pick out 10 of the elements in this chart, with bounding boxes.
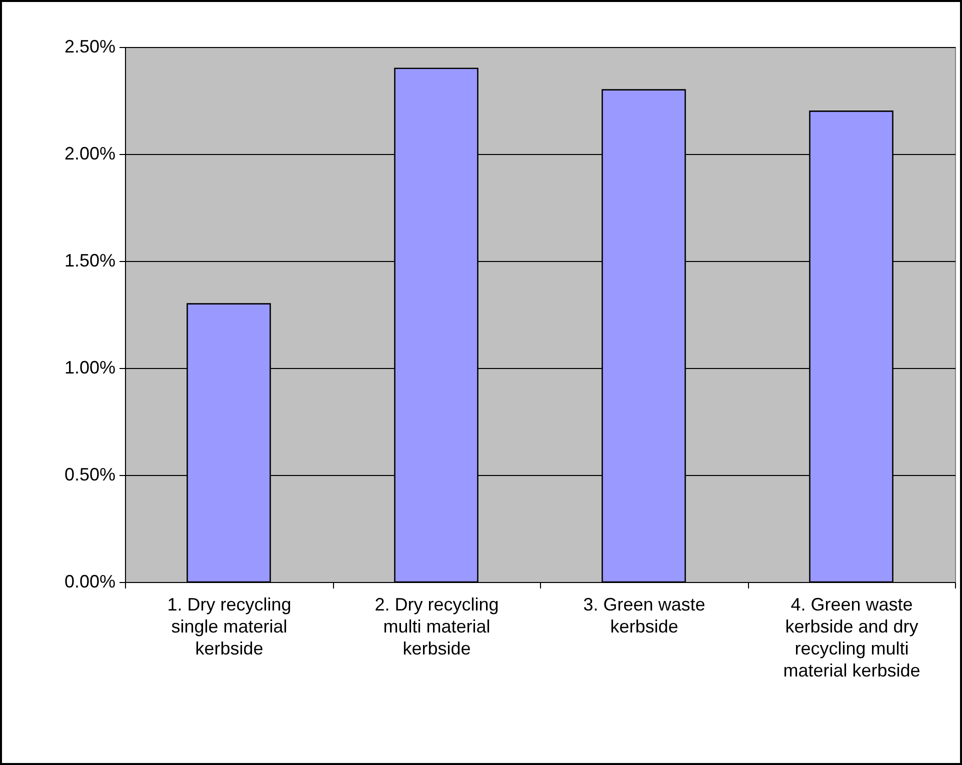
x-tick-label: 2. Dry recycling multi material kerbside [374, 594, 499, 658]
y-tick-label: 1.50% [64, 250, 116, 270]
y-tick-label: 1.00% [64, 358, 116, 378]
y-tick-label: 2.50% [64, 36, 116, 56]
x-tick-label: 3. Green waste kerbside [583, 594, 706, 636]
y-tick-label: 0.50% [64, 464, 116, 484]
y-tick-label: 0.00% [64, 572, 116, 592]
y-tick-label: 2.00% [64, 144, 116, 164]
x-tick-label: 4. Green waste kerbside and dry recycling multi material kerbside [783, 594, 920, 680]
x-tick-label: 1. Dry recycling single material kerbside [167, 594, 292, 658]
